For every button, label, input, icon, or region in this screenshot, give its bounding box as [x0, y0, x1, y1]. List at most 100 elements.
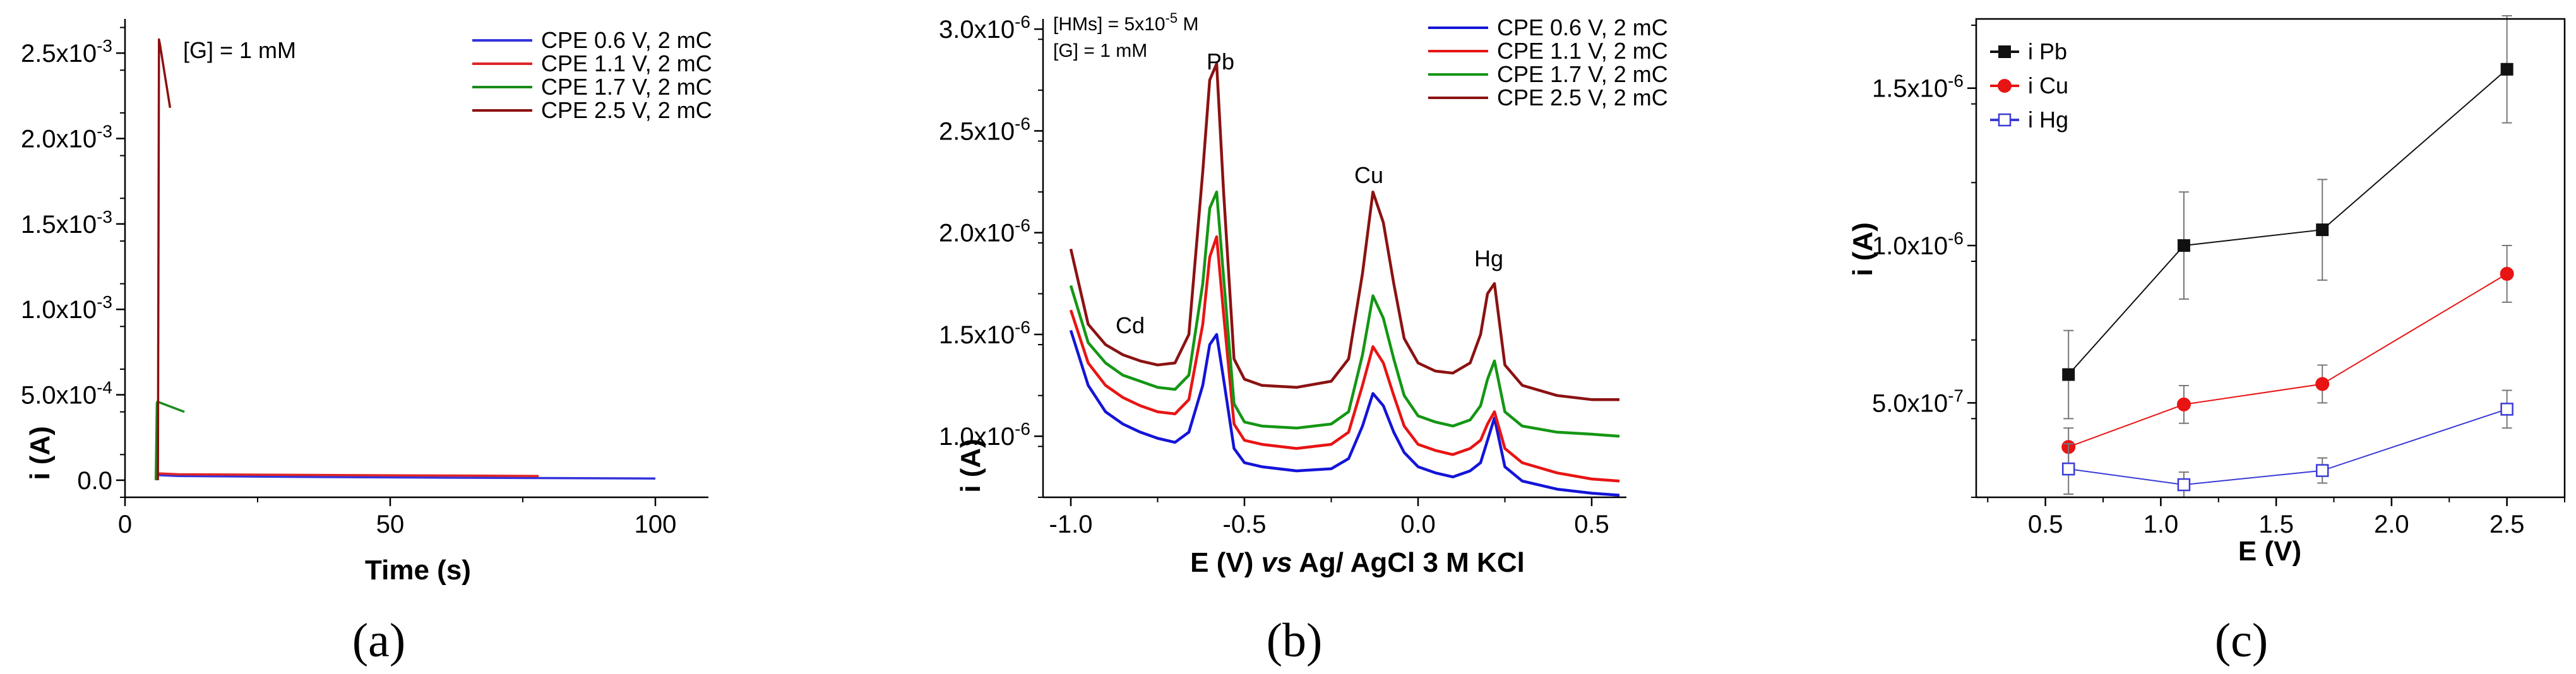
panel-label-b: (b)	[1267, 614, 1323, 667]
legend-label: i Pb	[2028, 38, 2067, 64]
chart-b-hms-exp: -5	[1166, 10, 1178, 26]
x-tick-label: 100	[635, 511, 677, 538]
chart-c-axes: 0.5 1.0 1.5 2.0 2.55.0x10-71.0x10-61.5x10-6	[1872, 18, 2566, 538]
legend-marker	[1998, 113, 2012, 127]
y-tick-exponent: -3	[97, 36, 112, 56]
y-tick-mantissa: 1.5x10	[939, 321, 1015, 349]
data-point	[2316, 223, 2329, 237]
y-tick-mantissa: 1.0x10	[939, 423, 1015, 451]
y-tick-mantissa: 2.5x10	[939, 117, 1015, 145]
chart-b-xlabel-post: Ag/ AgCl 3 M KCl	[1292, 547, 1525, 578]
series-line-1	[2068, 273, 2508, 448]
data-point	[2062, 368, 2075, 381]
y-tick-exponent: -6	[1015, 317, 1030, 337]
y-tick-exponent: -3	[97, 122, 112, 141]
y-tick-label: 2.5x10-3	[21, 36, 112, 68]
series-line-2	[1069, 190, 1620, 438]
x-tick-label: 2.5	[2490, 511, 2525, 538]
data-point	[2500, 266, 2514, 281]
chart-a-annotation: [G] = 1 mM	[183, 37, 296, 63]
data-point	[2177, 239, 2190, 252]
x-tick-label: 50	[376, 511, 405, 538]
x-tick-label: 0.5	[2028, 511, 2063, 538]
chart-b-xlabel-vs: vs	[1261, 547, 1292, 578]
data-point	[2177, 478, 2191, 492]
y-tick-exponent: -7	[1948, 386, 1964, 405]
y-tick-mantissa: 5.0x10	[21, 382, 97, 410]
x-tick-label: 0	[118, 511, 132, 538]
data-point	[2176, 397, 2191, 411]
panel-label-c: (c)	[2215, 614, 2268, 667]
y-tick-exponent: -6	[1015, 12, 1030, 32]
y-tick-label: 5.0x10-7	[1872, 386, 1964, 417]
chart-b-xlabel-pre: E (V)	[1190, 547, 1261, 578]
chart-a-xlabel: Time (s)	[365, 555, 471, 586]
chart-b: -1.0 -0.5 0.0 0.51.0x10-61.5x10-62.0x10-62.…	[939, 10, 1668, 667]
x-tick-label: 0.0	[1400, 511, 1436, 538]
plot-frame	[1975, 18, 2566, 499]
y-tick-label: 0.0	[77, 467, 112, 495]
y-tick-mantissa: 0.0	[77, 467, 112, 495]
legend-label: CPE 0.6 V, 2 mC	[541, 27, 712, 53]
legend-label: i Cu	[2028, 73, 2068, 98]
chart-b-annotation-g: [G] = 1 mM	[1053, 40, 1147, 61]
y-tick-mantissa: 1.0x10	[21, 296, 97, 324]
peak-label-cu: Cu	[1354, 162, 1383, 188]
data-point	[2315, 464, 2329, 477]
chart-c-xlabel: E (V)	[2238, 536, 2301, 567]
legend-marker	[1998, 79, 2012, 93]
y-tick-mantissa: 2.0x10	[939, 220, 1015, 247]
data-point	[2315, 377, 2330, 391]
chart-b-annotation-hms: [HMs] = 5x10-5 M	[1053, 10, 1198, 35]
x-tick-label: -1.0	[1049, 511, 1093, 538]
y-tick-exponent: -4	[97, 378, 112, 398]
chart-b-axes: -1.0 -0.5 0.0 0.51.0x10-61.5x10-62.0x10-62.…	[939, 12, 1626, 538]
peak-label-hg: Hg	[1474, 245, 1503, 271]
legend-label: CPE 0.6 V, 2 mC	[1497, 15, 1668, 40]
chart-b-xlabel: E (V) vs Ag/ AgCl 3 M KCl	[1190, 547, 1525, 578]
y-tick-label: 1.0x10-6	[1872, 228, 1964, 260]
x-tick-label: 2.0	[2374, 511, 2409, 538]
legend-label: i Hg	[2028, 107, 2068, 133]
y-tick-mantissa: 2.0x10	[21, 126, 97, 153]
y-tick-label: 1.5x10-6	[1872, 71, 1964, 103]
chart-c-legend: i Pb i Cu i Hg	[1990, 38, 2068, 133]
y-tick-mantissa: 1.0x10	[1872, 232, 1948, 260]
y-tick-exponent: -6	[1948, 71, 1964, 91]
chart-b-hms-post: M	[1178, 14, 1198, 35]
peak-label-cd: Cd	[1116, 312, 1145, 338]
y-tick-mantissa: 1.5x10	[21, 211, 97, 239]
chart-b-ylabel: i (A)	[955, 439, 986, 493]
series-line-2	[154, 400, 185, 480]
chart-a-series	[154, 38, 656, 481]
y-tick-mantissa: 1.5x10	[1872, 75, 1948, 103]
legend-label: CPE 1.1 V, 2 mC	[541, 50, 712, 76]
chart-b-series	[1069, 62, 1620, 497]
legend-marker	[1998, 45, 2011, 58]
series-line-1	[1069, 235, 1620, 483]
legend-label: CPE 1.1 V, 2 mC	[1497, 38, 1668, 64]
y-tick-label: 3.0x10-6	[939, 12, 1030, 44]
chart-a-ylabel: i (A)	[25, 426, 56, 480]
legend-label: CPE 2.5 V, 2 mC	[1497, 85, 1668, 110]
x-tick-label: -0.5	[1223, 511, 1267, 538]
legend-label: CPE 2.5 V, 2 mC	[541, 97, 712, 123]
y-tick-exponent: -6	[1015, 216, 1030, 235]
data-point	[2500, 62, 2513, 76]
legend-label: CPE 1.7 V, 2 mC	[1497, 61, 1668, 87]
peak-label-pb: Pb	[1207, 49, 1234, 74]
y-tick-mantissa: 3.0x10	[939, 16, 1015, 44]
y-tick-mantissa: 2.5x10	[21, 40, 97, 68]
series-line-3	[157, 38, 172, 480]
data-point	[2061, 462, 2075, 476]
legend-label: CPE 1.7 V, 2 mC	[541, 74, 712, 100]
y-tick-mantissa: 5.0x10	[1872, 389, 1948, 417]
y-tick-label: 1.0x10-3	[21, 292, 112, 324]
chart-c-ylabel: i (A)	[1847, 222, 1878, 276]
chart-a: 0 50 1000.05.0x10-41.0x10-31.5x10-32.0x10-…	[21, 19, 712, 667]
y-tick-label: 5.0x10-4	[21, 378, 112, 410]
x-tick-label: 0.5	[1574, 511, 1609, 538]
